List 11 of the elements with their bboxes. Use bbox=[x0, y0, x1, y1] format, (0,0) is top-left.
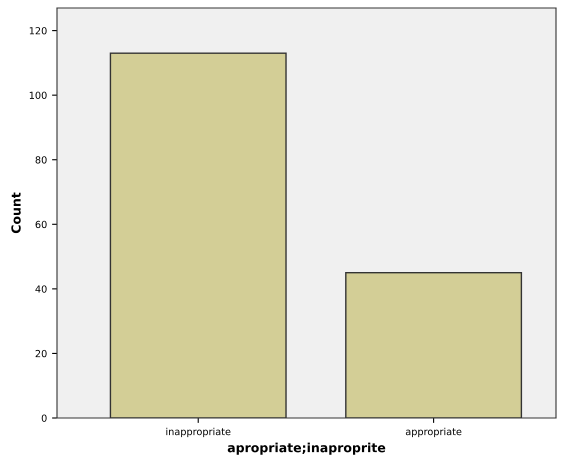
x-axis-title: apropriate;inaproprite bbox=[228, 442, 386, 455]
y-tick-label: 0 bbox=[42, 414, 47, 422]
y-tick-label: 20 bbox=[36, 350, 47, 358]
y-tick-label: 60 bbox=[36, 220, 47, 228]
y-axis-title: Count bbox=[11, 192, 21, 234]
x-tick-label: inappropriate bbox=[166, 428, 230, 438]
y-tick-label: 120 bbox=[30, 27, 47, 34]
y-tick-label: 80 bbox=[36, 156, 47, 164]
x-tick-label: appropriate bbox=[406, 428, 462, 438]
y-tick-label: 100 bbox=[30, 92, 47, 99]
y-tick-label: 40 bbox=[35, 285, 47, 293]
